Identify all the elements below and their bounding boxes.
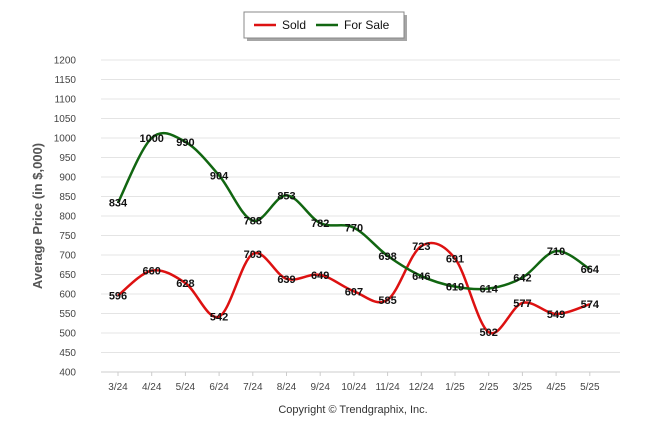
data-label-sold: 639: [277, 274, 295, 286]
x-tick-label: 12/24: [409, 382, 434, 393]
data-label-for-sale: 782: [311, 218, 329, 230]
y-tick-label: 950: [59, 153, 76, 164]
data-label-sold: 549: [547, 309, 565, 321]
y-tick-label: 800: [59, 212, 76, 223]
x-tick-label: 8/24: [277, 382, 297, 393]
data-label-for-sale: 788: [244, 216, 262, 228]
data-label-for-sale: 614: [480, 284, 499, 296]
y-tick-label: 550: [59, 309, 76, 320]
grid-lines: [101, 59, 620, 373]
x-tick-label: 11/24: [375, 382, 400, 393]
data-label-for-sale: 770: [345, 223, 363, 235]
data-label-sold: 574: [581, 299, 600, 311]
data-label-sold: 542: [210, 312, 228, 324]
x-tick-label: 6/24: [209, 382, 229, 393]
y-tick-label: 600: [59, 290, 76, 301]
data-label-sold: 585: [378, 295, 396, 307]
x-tick-label: 7/24: [243, 382, 263, 393]
x-tick-label: 4/25: [546, 382, 566, 393]
y-tick-label: 1150: [54, 75, 76, 86]
data-label-sold: 691: [446, 254, 464, 266]
data-labels: 596 660 628 542 703 639 649 607 585 723 691 502 577 5…: [109, 133, 600, 339]
data-label-for-sale: 834: [109, 198, 128, 210]
data-label-for-sale: 664: [581, 264, 600, 276]
x-tick-label: 1/25: [445, 382, 465, 393]
legend: Sold For Sale: [243, 11, 407, 41]
y-tick-label: 650: [59, 270, 76, 281]
data-label-sold: 723: [412, 241, 430, 253]
series-line-for-sale: [116, 131, 591, 291]
y-tick-label: 850: [59, 192, 76, 203]
x-tick-label: 3/25: [513, 382, 533, 393]
data-label-for-sale: 990: [176, 137, 194, 149]
x-tick-label: 5/25: [580, 382, 600, 393]
data-label-sold: 577: [513, 298, 531, 310]
x-axis-ticks: 3/24 4/24 5/24 6/24 7/24 8/24 9/24 10/24 11/24 12…: [108, 372, 600, 393]
y-tick-label: 450: [59, 348, 76, 359]
x-tick-label: 10/24: [341, 382, 366, 393]
data-label-sold: 607: [345, 286, 363, 298]
y-tick-label: 700: [59, 251, 76, 262]
y-tick-label: 1200: [54, 56, 77, 67]
data-label-for-sale: 646: [412, 271, 430, 283]
y-tick-label: 900: [59, 173, 76, 184]
data-label-for-sale: 710: [547, 246, 565, 258]
y-tick-label: 1100: [54, 95, 76, 106]
data-label-for-sale: 853: [277, 190, 295, 202]
x-tick-label: 9/24: [310, 382, 330, 393]
y-tick-label: 1000: [54, 134, 77, 145]
y-tick-label: 400: [59, 368, 76, 379]
legend-label-for-sale: For Sale: [344, 18, 390, 32]
y-tick-label: 750: [59, 231, 76, 242]
x-tick-label: 2/25: [479, 382, 499, 393]
series-lines: [116, 131, 591, 335]
y-tick-label: 1050: [54, 114, 77, 125]
data-label-sold: 502: [480, 327, 498, 339]
copyright-text: Copyright © Trendgraphix, Inc.: [278, 404, 427, 416]
y-axis-label: Average Price (in $,000): [30, 143, 45, 289]
data-label-sold: 649: [311, 270, 329, 282]
data-label-sold: 660: [143, 266, 161, 278]
data-label-sold: 628: [176, 278, 194, 290]
series-line-sold: [117, 241, 591, 335]
data-label-sold: 596: [109, 291, 127, 303]
legend-label-sold: Sold: [282, 18, 306, 32]
data-label-sold: 703: [244, 249, 262, 261]
x-tick-label: 5/24: [176, 382, 196, 393]
y-tick-label: 500: [59, 329, 76, 340]
data-label-for-sale: 698: [378, 251, 396, 263]
data-label-for-sale: 619: [446, 282, 464, 294]
data-label-for-sale: 1000: [139, 133, 163, 145]
x-tick-label: 4/24: [142, 382, 162, 393]
x-tick-label: 3/24: [108, 382, 128, 393]
data-label-for-sale: 904: [210, 170, 229, 182]
y-axis-ticks: 400 450 500 550 600 650 700 750 800 850 900 950 1000…: [54, 56, 77, 379]
data-label-for-sale: 642: [513, 273, 531, 285]
